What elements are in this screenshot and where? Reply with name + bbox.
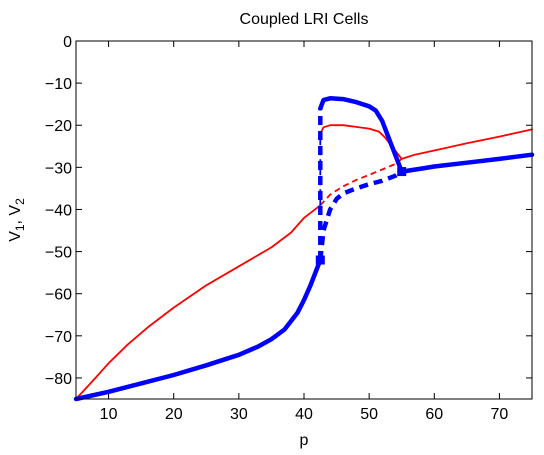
y-label-sub2: 2: [13, 198, 27, 205]
x-tick-label: 30: [230, 406, 248, 423]
plot-background: [76, 41, 532, 399]
y-axis: 0 −10 −20 −30 −40 −50 −60 −70 −80: [45, 34, 532, 388]
chart-title: Coupled LRI Cells: [240, 11, 369, 28]
y-axis-label: V1, V2: [7, 198, 27, 242]
y-tick-label: −60: [45, 287, 72, 304]
series-line-blue-dashed-5: [318, 169, 403, 261]
bifurcation-marker-1: [397, 167, 407, 177]
series-line-red-dashed-2: [319, 158, 403, 206]
y-tick-label: −70: [45, 329, 72, 346]
x-tick-label: 70: [491, 406, 509, 423]
y-tick-label: −20: [45, 118, 72, 135]
bifurcation-marker-0: [315, 255, 325, 265]
x-tick-label: 50: [360, 406, 378, 423]
y-label-sub1: 1: [13, 224, 27, 231]
x-tick-label: 20: [165, 406, 183, 423]
x-tick-label: 60: [425, 406, 443, 423]
x-axis: 10 20 30 40 50 60 70: [100, 41, 509, 423]
series-line-red-solid-0: [75, 204, 322, 400]
x-tick-label: 10: [100, 406, 118, 423]
y-tick-label: −30: [45, 160, 72, 177]
series-line-red-solid-1: [319, 124, 533, 160]
y-tick-label: −80: [45, 371, 72, 388]
x-tick-label: 40: [295, 406, 313, 423]
series-line-blue-solid-4: [318, 96, 535, 174]
series-layer: [73, 96, 535, 402]
y-tick-label: −50: [45, 245, 72, 262]
x-axis-label: p: [300, 432, 309, 449]
y-tick-label: −40: [45, 202, 72, 219]
y-label-v1: V: [7, 231, 24, 242]
plot-area: [73, 41, 535, 402]
marker-layer: [315, 167, 407, 265]
y-tick-label: −10: [45, 76, 72, 93]
y-label-v2: V: [7, 205, 24, 216]
y-tick-label: 0: [63, 34, 72, 51]
series-line-blue-solid-3: [73, 257, 323, 402]
y-label-sep: ,: [7, 216, 24, 225]
